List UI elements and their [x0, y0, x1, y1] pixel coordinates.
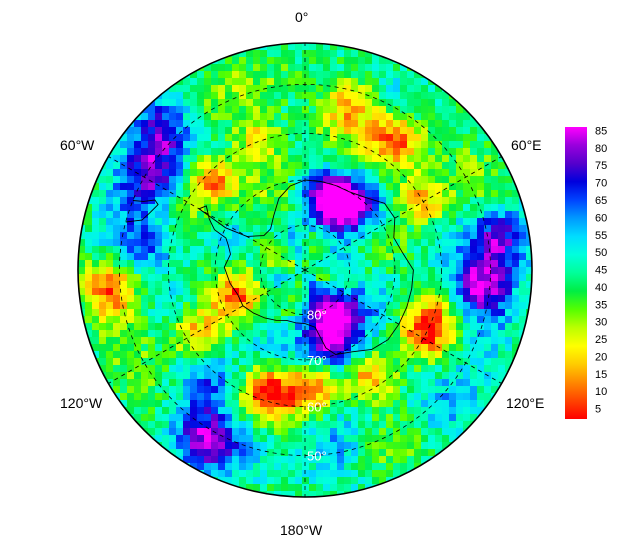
latitude-label: 50° — [307, 449, 327, 464]
antarctica-coastline — [198, 179, 414, 355]
latitude-circle — [214, 179, 396, 361]
colorbar-tick-label: 45 — [595, 265, 607, 277]
south-america-coastline — [125, 199, 159, 223]
colorbar-bar — [565, 127, 587, 419]
lon-label-60w: 60°W — [60, 137, 95, 153]
colorbar-tick-label: 25 — [595, 334, 607, 346]
lon-label-180w: 180°W — [280, 522, 323, 538]
colorbar-tick-label: 75 — [595, 160, 607, 172]
coastline — [125, 179, 414, 355]
colorbar-tick-label: 35 — [595, 299, 607, 311]
colorbar-tick-label: 10 — [595, 386, 607, 398]
colorbar-tick-label: 60 — [595, 212, 607, 224]
colorbar-tick-label: 5 — [595, 404, 601, 416]
colorbar-tick-label: 15 — [595, 369, 607, 381]
latitude-labels: 80° 70° 60° 50° — [307, 308, 327, 464]
latitude-circle — [259, 224, 350, 315]
colorbar-tick-label: 65 — [595, 195, 607, 207]
lon-label-120w: 120°W — [60, 395, 103, 411]
colorbar-ticks: 85 80 75 70 65 60 55 50 45 40 35 30 25 20 15 10 5 — [595, 126, 607, 416]
colorbar: 85 80 75 70 65 60 55 50 45 40 35 30 25 20 15 10 5 — [565, 126, 607, 419]
latitude-label: 80° — [307, 308, 327, 323]
colorbar-tick-label: 20 — [595, 351, 607, 363]
latitude-label: 60° — [307, 400, 327, 415]
lon-label-120e: 120°E — [506, 395, 545, 411]
colorbar-tick-label: 40 — [595, 282, 607, 294]
latitude-label: 70° — [307, 353, 327, 368]
graticule — [98, 43, 512, 497]
colorbar-tick-label: 70 — [595, 178, 607, 190]
lon-label-60e: 60°E — [511, 137, 542, 153]
colorbar-tick-label: 85 — [595, 126, 607, 138]
colorbar-tick-label: 30 — [595, 317, 607, 329]
colorbar-tick-label: 50 — [595, 247, 607, 259]
lon-label-0: 0° — [295, 9, 309, 25]
colorbar-tick-label: 80 — [595, 143, 607, 155]
map-boundary — [77, 42, 533, 498]
colorbar-tick-label: 55 — [595, 230, 607, 242]
